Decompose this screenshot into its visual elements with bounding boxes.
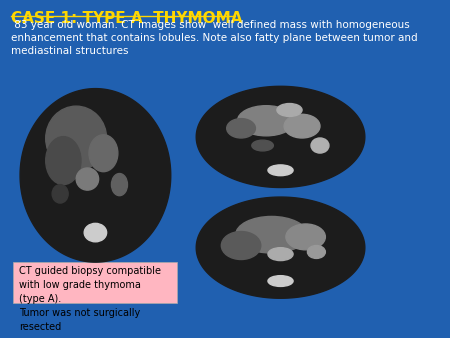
Text: CT guided biopsy compatible
with low grade thymoma
(type A).
Tumor was not surgi: CT guided biopsy compatible with low gra… bbox=[19, 266, 161, 332]
Text: CASE 1: TYPE A  THYMOMA: CASE 1: TYPE A THYMOMA bbox=[11, 11, 243, 26]
Text: 83 year old woman. CT images show  well defined mass with homogeneous
enhancemen: 83 year old woman. CT images show well d… bbox=[11, 20, 418, 56]
FancyBboxPatch shape bbox=[14, 262, 177, 303]
